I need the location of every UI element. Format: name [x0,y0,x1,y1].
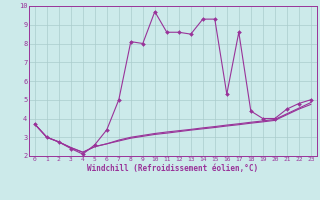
X-axis label: Windchill (Refroidissement éolien,°C): Windchill (Refroidissement éolien,°C) [87,164,258,173]
